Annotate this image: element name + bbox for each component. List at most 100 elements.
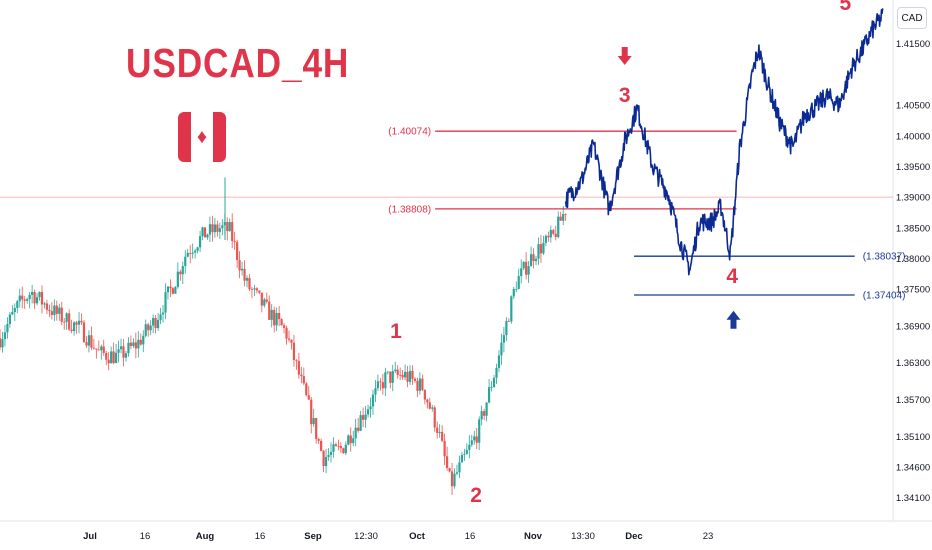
- candle-body: [369, 406, 372, 410]
- resistance-lower-label: (1.38808): [388, 204, 431, 215]
- candle-body: [119, 346, 123, 350]
- candle-body: [411, 370, 414, 379]
- candle-body: [60, 307, 63, 322]
- candle-body: [418, 378, 422, 391]
- candle-body: [11, 312, 14, 315]
- candle-body: [124, 353, 128, 358]
- projection-layer: [564, 8, 884, 276]
- candle-body: [280, 319, 283, 326]
- candle-body: [97, 349, 100, 351]
- candle-body: [233, 241, 236, 243]
- candle-body: [194, 250, 197, 253]
- candle-body: [132, 342, 135, 346]
- candle-body: [376, 381, 380, 389]
- candle-body: [231, 221, 234, 242]
- candle-body: [332, 444, 335, 452]
- currency-badge[interactable]: CAD: [897, 7, 927, 29]
- candle-body: [189, 252, 192, 254]
- candle-body: [458, 462, 461, 473]
- candle-body: [159, 314, 162, 320]
- candle-body: [371, 394, 375, 407]
- candle-body: [310, 399, 313, 425]
- candle-body: [129, 342, 133, 346]
- candle-body: [394, 369, 397, 372]
- candle-body: [547, 235, 550, 238]
- candle-body: [448, 468, 451, 472]
- candle-body: [562, 214, 565, 221]
- candle-body: [171, 288, 175, 294]
- candle-body: [137, 339, 140, 349]
- candle-body: [176, 271, 179, 287]
- y-tick-label: 1.36300: [896, 358, 930, 369]
- candle-body: [117, 349, 120, 353]
- candle-body: [317, 438, 320, 441]
- support-lower-label: (1.37404): [863, 290, 906, 301]
- candle-body: [564, 214, 567, 215]
- candle-body: [359, 415, 362, 431]
- resistance-upper-label: (1.40074): [388, 127, 431, 138]
- candle-body: [8, 314, 11, 324]
- candle-body: [70, 329, 73, 332]
- candle-body: [203, 227, 207, 238]
- candle-body: [107, 359, 110, 364]
- candle-body: [485, 402, 488, 416]
- candle-body: [198, 236, 202, 248]
- candle-body: [460, 454, 464, 463]
- candle-body: [201, 227, 204, 237]
- candle-body: [152, 318, 155, 326]
- x-axis[interactable]: Jul 16 Aug 16 Sep 12:30 Oct 16 Nov 13:30 Dec 23: [83, 531, 713, 542]
- candle-body: [149, 325, 152, 331]
- y-axis[interactable]: 1.41500 1.40500 1.40000 1.39500 1.39000 1.385…: [896, 39, 930, 504]
- candle-body: [85, 342, 88, 346]
- sell-arrow-down-icon: [617, 47, 632, 66]
- candles-layer: [0, 177, 567, 496]
- candle-body: [507, 321, 510, 322]
- candle-body: [35, 297, 39, 304]
- candle-body: [161, 312, 165, 315]
- candle-body: [324, 456, 328, 467]
- candle-body: [549, 230, 552, 238]
- candle-body: [431, 407, 434, 409]
- candle-body: [497, 355, 501, 368]
- y-tick-label: 1.36900: [896, 321, 930, 332]
- maple-leaf-icon: ♦: [196, 126, 208, 148]
- candle-body: [416, 380, 419, 391]
- candle-body: [475, 436, 478, 443]
- x-tick-label: Jul: [83, 531, 97, 542]
- candle-body: [53, 305, 56, 316]
- candle-body: [366, 409, 370, 415]
- candle-body: [334, 444, 338, 446]
- candle-body: [275, 312, 278, 326]
- x-tick-label: Nov: [524, 531, 543, 542]
- candle-body: [557, 216, 560, 238]
- candle-body: [87, 335, 91, 346]
- candle-body: [492, 377, 496, 388]
- wave-label-1: 1: [390, 320, 402, 343]
- candle-body: [426, 399, 429, 403]
- candle-body: [292, 342, 296, 361]
- x-tick-label: 16: [255, 531, 266, 542]
- candle-body: [404, 371, 407, 378]
- candle-body: [156, 319, 160, 329]
- candle-body: [3, 332, 7, 340]
- candle-body: [450, 471, 454, 487]
- candle-body: [312, 418, 315, 425]
- candle-body: [142, 335, 145, 345]
- candle-body: [441, 431, 444, 441]
- candle-body: [302, 376, 305, 384]
- candle-body: [520, 268, 523, 277]
- wave-projection-path: [564, 8, 884, 276]
- candle-body: [315, 418, 318, 439]
- x-tick-label: 16: [140, 531, 151, 542]
- candle-body: [38, 291, 41, 298]
- candle-body: [490, 387, 493, 388]
- candle-body: [226, 222, 229, 232]
- candle-body: [228, 221, 231, 232]
- y-tick-label: 1.34600: [896, 462, 930, 473]
- candle-body: [139, 339, 142, 345]
- candle-body: [112, 351, 115, 364]
- candle-body: [438, 431, 441, 433]
- candle-body: [65, 313, 68, 322]
- x-tick-label: Sep: [304, 531, 322, 542]
